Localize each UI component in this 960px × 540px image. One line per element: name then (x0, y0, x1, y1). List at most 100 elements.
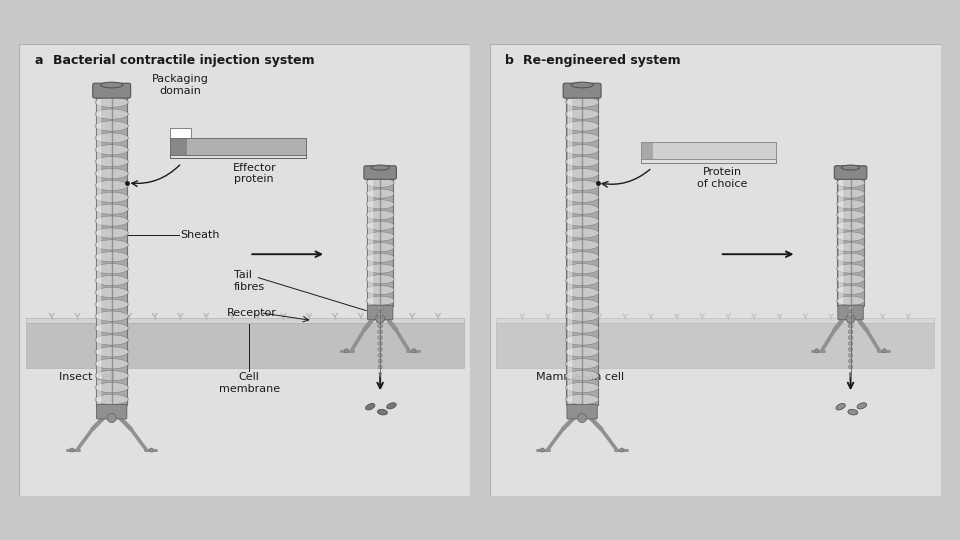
FancyBboxPatch shape (364, 166, 396, 179)
Ellipse shape (565, 121, 599, 131)
Ellipse shape (565, 264, 599, 274)
Circle shape (70, 448, 74, 452)
Ellipse shape (849, 359, 852, 363)
Ellipse shape (848, 324, 853, 328)
Circle shape (846, 314, 855, 323)
Ellipse shape (95, 394, 129, 404)
Bar (566, 96, 598, 406)
Ellipse shape (565, 359, 599, 369)
Ellipse shape (95, 264, 129, 274)
Circle shape (882, 349, 886, 353)
Ellipse shape (836, 275, 865, 284)
Circle shape (620, 448, 624, 452)
Ellipse shape (849, 353, 852, 357)
Ellipse shape (377, 306, 383, 310)
Ellipse shape (95, 382, 129, 393)
Ellipse shape (836, 264, 865, 273)
Ellipse shape (565, 204, 599, 214)
Bar (837, 178, 864, 306)
Bar (170, 138, 305, 155)
Text: Receptor: Receptor (227, 308, 276, 318)
Ellipse shape (377, 409, 387, 415)
Ellipse shape (378, 353, 382, 357)
Ellipse shape (366, 253, 395, 262)
Ellipse shape (565, 168, 599, 179)
Ellipse shape (366, 286, 395, 295)
Text: Effector
protein: Effector protein (232, 163, 276, 184)
Bar (170, 129, 191, 138)
Ellipse shape (836, 232, 865, 241)
Ellipse shape (101, 82, 123, 88)
Ellipse shape (95, 347, 129, 357)
Ellipse shape (366, 200, 395, 209)
FancyBboxPatch shape (564, 83, 601, 98)
FancyBboxPatch shape (93, 83, 131, 98)
Text: Packaging
domain: Packaging domain (152, 74, 208, 96)
Ellipse shape (95, 299, 129, 309)
Ellipse shape (95, 335, 129, 345)
Ellipse shape (378, 365, 382, 369)
Text: Sheath: Sheath (180, 231, 220, 240)
Text: Protein
of choice: Protein of choice (697, 167, 747, 188)
Text: a: a (35, 55, 43, 68)
Ellipse shape (366, 178, 395, 187)
Polygon shape (850, 373, 852, 377)
Ellipse shape (366, 296, 395, 305)
Ellipse shape (378, 359, 382, 363)
Circle shape (375, 314, 385, 323)
Ellipse shape (366, 275, 395, 284)
Ellipse shape (377, 330, 383, 334)
Ellipse shape (836, 211, 865, 220)
FancyBboxPatch shape (19, 44, 470, 496)
Ellipse shape (848, 336, 853, 340)
Ellipse shape (95, 133, 129, 143)
Ellipse shape (565, 216, 599, 226)
FancyBboxPatch shape (490, 44, 941, 496)
Bar (26, 323, 464, 368)
Ellipse shape (848, 312, 853, 316)
Ellipse shape (841, 165, 860, 170)
Ellipse shape (836, 296, 865, 305)
Bar (640, 143, 776, 159)
FancyBboxPatch shape (97, 404, 127, 419)
Ellipse shape (848, 318, 853, 322)
Ellipse shape (387, 403, 396, 409)
Ellipse shape (366, 211, 395, 220)
Ellipse shape (366, 232, 395, 241)
Ellipse shape (565, 370, 599, 381)
Ellipse shape (565, 145, 599, 155)
Ellipse shape (836, 403, 845, 410)
Ellipse shape (371, 165, 390, 170)
Ellipse shape (565, 323, 599, 333)
Ellipse shape (377, 318, 383, 322)
Bar (496, 318, 934, 323)
Ellipse shape (366, 264, 395, 273)
Circle shape (150, 448, 154, 452)
Ellipse shape (377, 312, 383, 316)
Bar (26, 318, 464, 323)
Ellipse shape (836, 189, 865, 198)
Ellipse shape (95, 204, 129, 214)
Ellipse shape (571, 82, 593, 88)
Ellipse shape (95, 359, 129, 369)
Ellipse shape (565, 299, 599, 309)
Bar (496, 323, 934, 368)
Ellipse shape (565, 109, 599, 119)
FancyBboxPatch shape (567, 404, 597, 419)
Ellipse shape (565, 97, 599, 107)
Text: Bacterial contractile injection system: Bacterial contractile injection system (53, 55, 315, 68)
Bar (640, 143, 653, 159)
Ellipse shape (836, 221, 865, 230)
Ellipse shape (565, 394, 599, 404)
Ellipse shape (378, 341, 382, 346)
Ellipse shape (95, 168, 129, 179)
FancyBboxPatch shape (838, 305, 863, 320)
Ellipse shape (565, 311, 599, 321)
Ellipse shape (95, 323, 129, 333)
Circle shape (108, 414, 116, 422)
Ellipse shape (565, 133, 599, 143)
Ellipse shape (95, 157, 129, 167)
Ellipse shape (95, 311, 129, 321)
Ellipse shape (378, 347, 382, 352)
Ellipse shape (366, 403, 374, 410)
